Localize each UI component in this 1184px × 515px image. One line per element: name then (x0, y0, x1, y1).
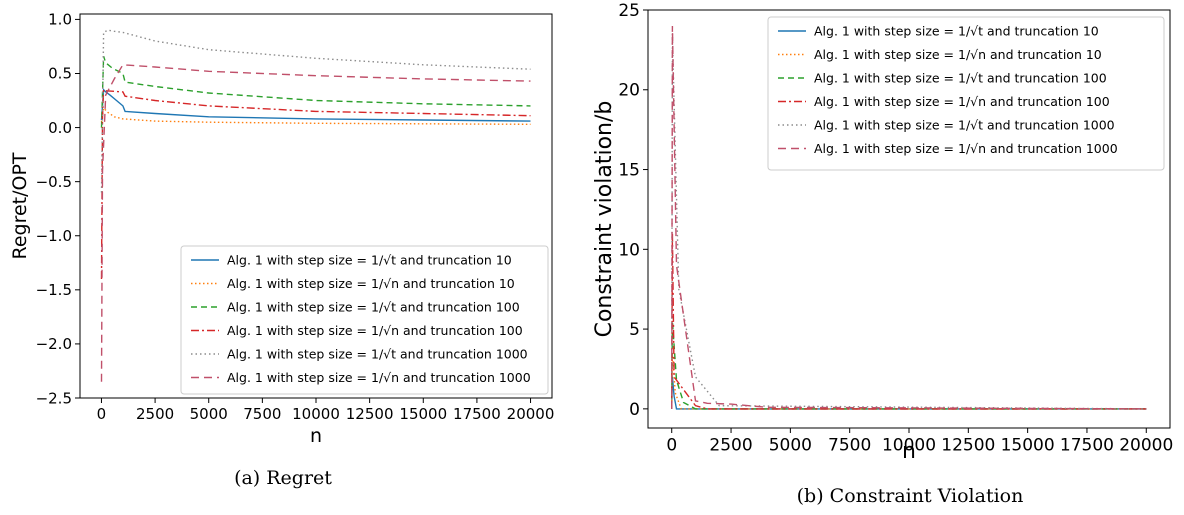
y-axis-label: Regret/OPT (9, 152, 31, 259)
x-tick-label: 5000 (190, 405, 228, 423)
x-tick-label: 10000 (882, 435, 936, 455)
x-tick-label: 7500 (828, 435, 871, 455)
y-tick-label: 5 (629, 320, 640, 340)
series-lines (100, 29, 531, 382)
series-line-2 (100, 106, 531, 125)
legend-entry-1: Alg. 1 with step size = 1/√t and truncat… (814, 24, 1099, 39)
legend-entry-4: Alg. 1 with step size = 1/√n and truncat… (814, 94, 1110, 109)
x-tick-label: 10000 (292, 405, 340, 423)
legend-entry-4: Alg. 1 with step size = 1/√n and truncat… (227, 323, 523, 338)
x-tick-label: 2500 (709, 435, 752, 455)
series-line-1 (100, 88, 531, 122)
series-line-3 (100, 55, 531, 128)
y-tick-label: −1.5 (36, 281, 72, 299)
y-tick-label: −2.0 (36, 335, 72, 353)
x-tick-label: 15000 (399, 405, 447, 423)
legend-entry-5: Alg. 1 with step size = 1/√t and truncat… (227, 347, 528, 362)
x-axis-label: n (902, 439, 916, 464)
figure-caption: (a) Regret (234, 467, 332, 489)
legend-entry-2: Alg. 1 with step size = 1/√n and truncat… (814, 47, 1102, 62)
legend: Alg. 1 with step size = 1/√t and truncat… (180, 245, 549, 395)
y-tick-label: −0.5 (36, 173, 72, 191)
y-tick-label: 15 (618, 160, 640, 180)
legend-entry-5: Alg. 1 with step size = 1/√t and truncat… (814, 118, 1115, 133)
legend-entry-6: Alg. 1 with step size = 1/√n and truncat… (227, 370, 531, 385)
y-tick-label: 10 (618, 240, 640, 260)
series-line-2 (671, 352, 1147, 410)
y-axis-label: Constraint violation/b (592, 101, 617, 338)
legend-entry-2: Alg. 1 with step size = 1/√n and truncat… (227, 276, 515, 291)
x-tick-label: 5000 (769, 435, 812, 455)
series-line-5 (100, 29, 531, 193)
y-tick-label: 25 (618, 1, 640, 21)
series-line-5 (671, 33, 1147, 410)
x-tick-label: 17500 (1060, 435, 1114, 455)
x-tick-label: 20000 (1119, 435, 1173, 455)
legend-box (180, 245, 549, 395)
constraint-violation-chart: 0 2500 5000 7500 10000 12500 15000 17500 20000 0 5… (592, 1, 1173, 507)
x-tick-label: 7500 (243, 405, 281, 423)
legend-entry-3: Alg. 1 with step size = 1/√t and truncat… (227, 300, 520, 315)
legend: Alg. 1 with step size = 1/√t and truncat… (767, 16, 1165, 171)
series-line-6 (671, 25, 1147, 410)
x-tick-label: 12500 (346, 405, 394, 423)
x-tick-label: 15000 (1001, 435, 1055, 455)
y-tick-label: −1.0 (36, 227, 72, 245)
series-lines (671, 25, 1147, 410)
series-line-1 (671, 376, 1147, 410)
regret-chart: 0 2500 5000 7500 10000 12500 15000 17500 20000 −2… (9, 11, 554, 489)
x-tick-label: 20000 (507, 405, 555, 423)
x-tick-label: 12500 (941, 435, 995, 455)
legend-entry-3: Alg. 1 with step size = 1/√t and truncat… (814, 71, 1107, 86)
legend-entry-1: Alg. 1 with step size = 1/√t and truncat… (227, 253, 512, 268)
series-line-4 (671, 233, 1147, 410)
legend-entry-6: Alg. 1 with step size = 1/√n and truncat… (814, 141, 1118, 156)
legend-box (767, 16, 1165, 171)
series-line-6 (100, 64, 531, 382)
series-line-3 (671, 321, 1147, 410)
series-line-4 (100, 88, 531, 280)
figure-caption: (b) Constraint Violation (797, 485, 1024, 507)
x-tick-label: 0 (97, 405, 107, 423)
y-tick-label: 20 (618, 81, 640, 101)
y-tick-label: 0.0 (48, 119, 72, 137)
y-tick-label: 1.0 (48, 11, 72, 29)
x-tick-label: 2500 (136, 405, 174, 423)
y-tick-label: 0 (629, 400, 640, 420)
x-tick-label: 17500 (453, 405, 501, 423)
y-tick-label: 0.5 (48, 65, 72, 83)
x-axis-label: n (310, 425, 322, 447)
x-tick-label: 0 (666, 435, 677, 455)
y-tick-label: −2.5 (36, 389, 72, 407)
